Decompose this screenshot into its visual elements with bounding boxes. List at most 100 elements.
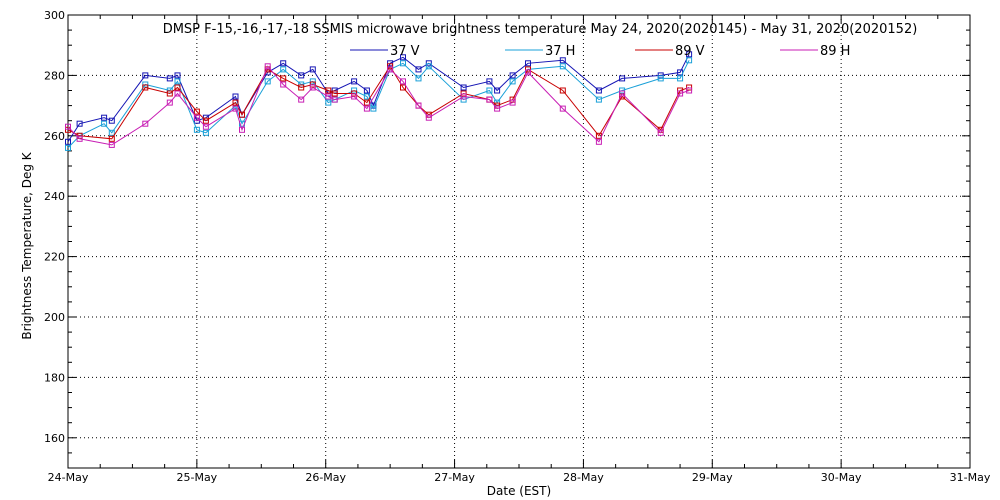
data-point-37h: [425, 63, 432, 70]
x-tick-label: 31-May: [950, 471, 991, 484]
data-point-89h: [264, 63, 271, 70]
data-point-37v: [142, 72, 149, 79]
data-point-37h: [264, 78, 271, 85]
data-point-89h: [351, 93, 358, 100]
series-89h: [65, 63, 693, 148]
data-point-89h: [559, 105, 566, 112]
data-point-89v: [400, 84, 406, 91]
data-point-37h: [559, 63, 566, 70]
data-point-37v: [76, 120, 83, 127]
y-axis-title: Brightness Temperature, Deg K: [20, 151, 34, 339]
data-point-37v: [108, 117, 115, 124]
data-point-37v: [166, 75, 173, 82]
data-point-89h: [166, 99, 173, 106]
axis-ticks: 160 180 200 220 240 260 280 300 24-May 25-May 26-M…: [44, 9, 991, 484]
data-point-89v: [239, 111, 245, 118]
data-point-37v: [619, 75, 626, 82]
x-tick-label: 29-May: [692, 471, 733, 484]
legend: 37 V 37 H 89 V 89 H: [350, 44, 850, 59]
data-point-89h: [486, 96, 493, 103]
data-point-89h: [595, 138, 602, 145]
data-point-89h: [174, 90, 181, 97]
data-point-89v: [331, 90, 338, 97]
data-point-89v: [142, 84, 149, 91]
data-point-89h: [298, 96, 305, 103]
legend-label-37v: 37 V: [390, 44, 420, 59]
data-point-89v: [202, 117, 209, 124]
data-point-37v: [509, 72, 516, 79]
data-point-37v: [494, 87, 501, 94]
data-point-89h: [686, 87, 693, 94]
data-point-37h: [193, 126, 200, 133]
data-point-37v: [559, 57, 566, 64]
data-point-37v: [232, 93, 239, 100]
data-point-37h: [657, 75, 664, 82]
x-tick-label: 26-May: [305, 471, 346, 484]
data-point-89h: [193, 114, 200, 121]
y-tick-label: 280: [44, 69, 65, 82]
data-point-89h: [309, 84, 316, 91]
data-point-37h: [101, 120, 108, 127]
data-point-37h: [309, 78, 316, 85]
data-point-89v: [166, 90, 173, 97]
data-point-37h: [65, 144, 71, 151]
data-point-37v: [686, 51, 693, 58]
data-point-89h: [525, 69, 531, 76]
data-point-37v: [460, 84, 467, 91]
x-tick-label: 24-May: [48, 471, 89, 484]
data-point-37h: [509, 78, 516, 85]
legend-label-89v: 89 V: [675, 44, 705, 59]
y-tick-label: 180: [44, 371, 65, 384]
data-point-89v: [232, 99, 239, 106]
data-point-37h: [595, 96, 602, 103]
data-point-37v: [174, 72, 181, 79]
data-point-37v: [486, 78, 493, 85]
data-point-89h: [202, 123, 209, 130]
x-tick-label: 25-May: [176, 471, 217, 484]
y-tick-label: 200: [44, 311, 65, 324]
data-point-37v: [280, 60, 287, 67]
legend-label-37h: 37 H: [545, 44, 575, 59]
data-point-37h: [400, 60, 406, 67]
data-point-89h: [363, 105, 370, 112]
legend-label-89h: 89 H: [820, 44, 850, 59]
y-tick-label: 240: [44, 190, 65, 203]
y-tick-label: 260: [44, 130, 65, 143]
data-point-89v: [108, 135, 115, 142]
data-point-37h: [280, 66, 287, 73]
x-tick-label: 30-May: [821, 471, 862, 484]
data-point-37h: [325, 99, 332, 106]
data-point-37h: [686, 57, 693, 64]
data-point-89v: [325, 87, 332, 94]
data-point-89h: [239, 126, 245, 133]
data-point-37h: [108, 129, 115, 136]
data-point-89h: [494, 105, 501, 112]
data-point-37v: [415, 66, 422, 73]
data-point-37v: [309, 66, 316, 73]
data-point-37v: [525, 60, 531, 67]
series-line-89h: [67, 65, 690, 146]
y-tick-label: 220: [44, 251, 65, 264]
data-point-89h: [425, 114, 432, 121]
data-point-89v: [363, 99, 370, 106]
data-point-89h: [657, 129, 664, 136]
data-point-37v: [65, 138, 71, 145]
data-point-89v: [280, 75, 287, 82]
data-point-37v: [101, 114, 108, 121]
data-point-89v: [559, 87, 566, 94]
data-point-89h: [108, 141, 115, 148]
x-tick-label: 27-May: [434, 471, 475, 484]
x-axis-title: Date (EST): [487, 484, 551, 498]
y-tick-label: 300: [44, 9, 65, 22]
data-point-89v: [193, 108, 200, 115]
data-point-89h: [232, 105, 239, 112]
data-point-89h: [65, 123, 71, 130]
data-point-37v: [363, 87, 370, 94]
y-tick-label: 160: [44, 432, 65, 445]
data-point-89v: [174, 84, 181, 91]
data-point-37v: [595, 87, 602, 94]
data-point-37h: [486, 87, 493, 94]
data-point-37v: [298, 72, 305, 79]
